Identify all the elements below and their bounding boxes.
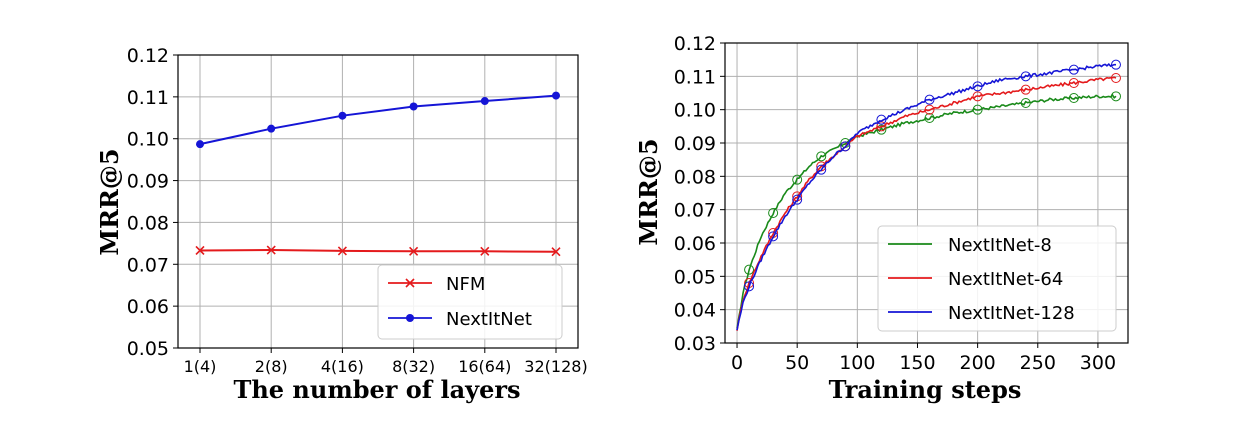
data-point-nextitnet-8 [924,113,935,123]
data-point-nextitnet [409,102,418,111]
x-tick-label: 250 [1020,352,1056,374]
data-point-nextitnet [338,111,347,120]
layers-chart-ylabel: MRR@5 [95,148,124,255]
x-tick-label: 200 [959,352,995,374]
y-tick-label: 0.10 [674,100,716,122]
y-tick-label: 0.11 [674,66,716,88]
training-chart-legend-box [877,225,1117,332]
data-point-nextitnet-128 [744,281,755,292]
data-point-nextitnet-128 [876,114,887,125]
legend-nfm-marker [405,278,415,288]
data-point-nextitnet-128 [1020,71,1031,82]
layers-chart-x-ticks: 1(4) 2(8) 4(16) 8(32) 16(64) 32(128) [184,348,588,376]
y-tick-label: 0.06 [674,233,716,255]
data-point-nextitnet-8 [792,174,803,185]
data-point-nfm [551,247,561,257]
data-point-nextitnet-128 [1068,64,1079,75]
data-point-nextitnet-8 [1110,91,1121,102]
legend-nextitnet-8-label: NextItNet-8 [948,235,1052,256]
x-tick-label: 16(64) [458,357,511,376]
legend-nfm-label: NFM [446,274,485,295]
y-tick-label: 0.09 [127,171,169,193]
x-tick-label: 100 [839,352,875,374]
y-tick-label: 0.07 [674,200,716,222]
legend-nextitnet-label: NextItNet [446,309,532,330]
layers-chart-frame [177,54,579,349]
x-tick-label: 300 [1080,352,1116,374]
data-point-nextitnet-128 [816,164,827,175]
x-tick-label: 50 [785,352,809,374]
y-tick-label: 0.07 [127,254,169,276]
data-point-nextitnet [480,97,489,106]
training-chart-legend: NextItNet-8 NextItNet-64 NextItNet-128 [877,225,1117,332]
layers-chart: 1(4) 2(8) 4(16) 8(32) 16(64) 32(128) 0.05 0.06… [95,45,588,404]
y-tick-label: 0.12 [674,33,716,55]
data-point-nfm [480,246,490,256]
series-line-nextitnet-8 [736,93,1117,329]
training-chart-series [736,59,1121,331]
training-chart-frame [724,42,1129,344]
data-point-nextitnet-128 [792,194,803,205]
y-tick-label: 0.05 [127,338,169,360]
training-chart-x-ticks: 0 50 100 150 200 250 300 [731,343,1116,374]
data-point-nextitnet-8 [876,124,887,135]
data-point-nextitnet-8 [768,208,779,218]
x-tick-label: 1(4) [184,357,217,376]
x-tick-label: 0 [731,352,743,374]
data-point-nextitnet-128 [972,81,983,92]
data-point-nextitnet-8 [1020,98,1031,108]
data-point-nextitnet-64 [1020,84,1031,95]
series-line-nextitnet-64 [736,76,1117,331]
data-point-nextitnet-8 [744,264,755,275]
layers-chart-legend: NFM NextItNet [377,264,563,340]
data-point-nextitnet-128 [768,231,779,242]
y-tick-label: 0.08 [674,166,716,188]
data-point-nfm [195,245,205,256]
training-chart-ylabel: MRR@5 [634,138,663,245]
training-chart-y-ticks: 0.03 0.04 0.05 0.06 0.07 0.08 0.09 0.10 0.11 0.12 [674,33,725,355]
y-tick-label: 0.11 [127,87,169,109]
data-point-nfm [266,245,276,255]
series-line-nextitnet [199,94,557,146]
legend-nextitnet-marker [406,314,414,322]
y-tick-label: 0.12 [127,45,169,67]
data-point-nextitnet [196,140,204,149]
legend-nextitnet-128-label: NextItNet-128 [948,303,1075,324]
data-point-nextitnet-8 [816,151,827,162]
series-line-nextitnet-128 [736,62,1116,331]
x-tick-label: 2(8) [255,357,288,376]
x-tick-label: 8(32) [392,357,435,376]
data-point-nextitnet-128 [840,141,851,152]
data-point-nextitnet-64 [972,91,983,102]
data-point-nextitnet-8 [1068,93,1079,103]
training-chart-xlabel: Training steps [829,375,1022,404]
y-tick-label: 0.03 [674,333,716,355]
data-point-nextitnet-128 [1110,59,1121,70]
x-tick-label: 4(16) [321,357,364,376]
y-tick-label: 0.05 [674,266,716,288]
legend-nextitnet-64-label: NextItNet-64 [948,269,1063,290]
data-point-nextitnet-128 [924,94,935,105]
y-tick-label: 0.04 [674,300,716,322]
x-tick-label: 32(128) [524,357,587,376]
data-point-nextitnet [267,124,276,133]
layers-chart-xlabel: The number of layers [233,375,520,404]
data-point-nextitnet-64 [1110,73,1121,83]
series-line-nfm [199,249,557,253]
y-tick-label: 0.09 [674,133,716,155]
data-point-nfm [409,246,419,256]
data-point-nfm [337,246,347,256]
y-tick-label: 0.10 [127,129,169,151]
x-tick-label: 150 [899,352,935,374]
y-tick-label: 0.06 [127,296,169,318]
data-point-nextitnet [552,91,560,100]
layers-chart-series [195,91,561,257]
data-point-nextitnet-64 [924,104,935,115]
data-point-nextitnet-8 [972,104,983,115]
y-tick-label: 0.08 [127,212,169,234]
data-point-nextitnet-64 [1068,78,1079,88]
training-chart: 0 50 100 150 200 250 300 0.030.040.050.060.070… [634,33,1129,404]
layers-chart-y-ticks: 0.05 0.06 0.07 0.08 0.09 0.10 0.11 0.12 [127,45,178,360]
